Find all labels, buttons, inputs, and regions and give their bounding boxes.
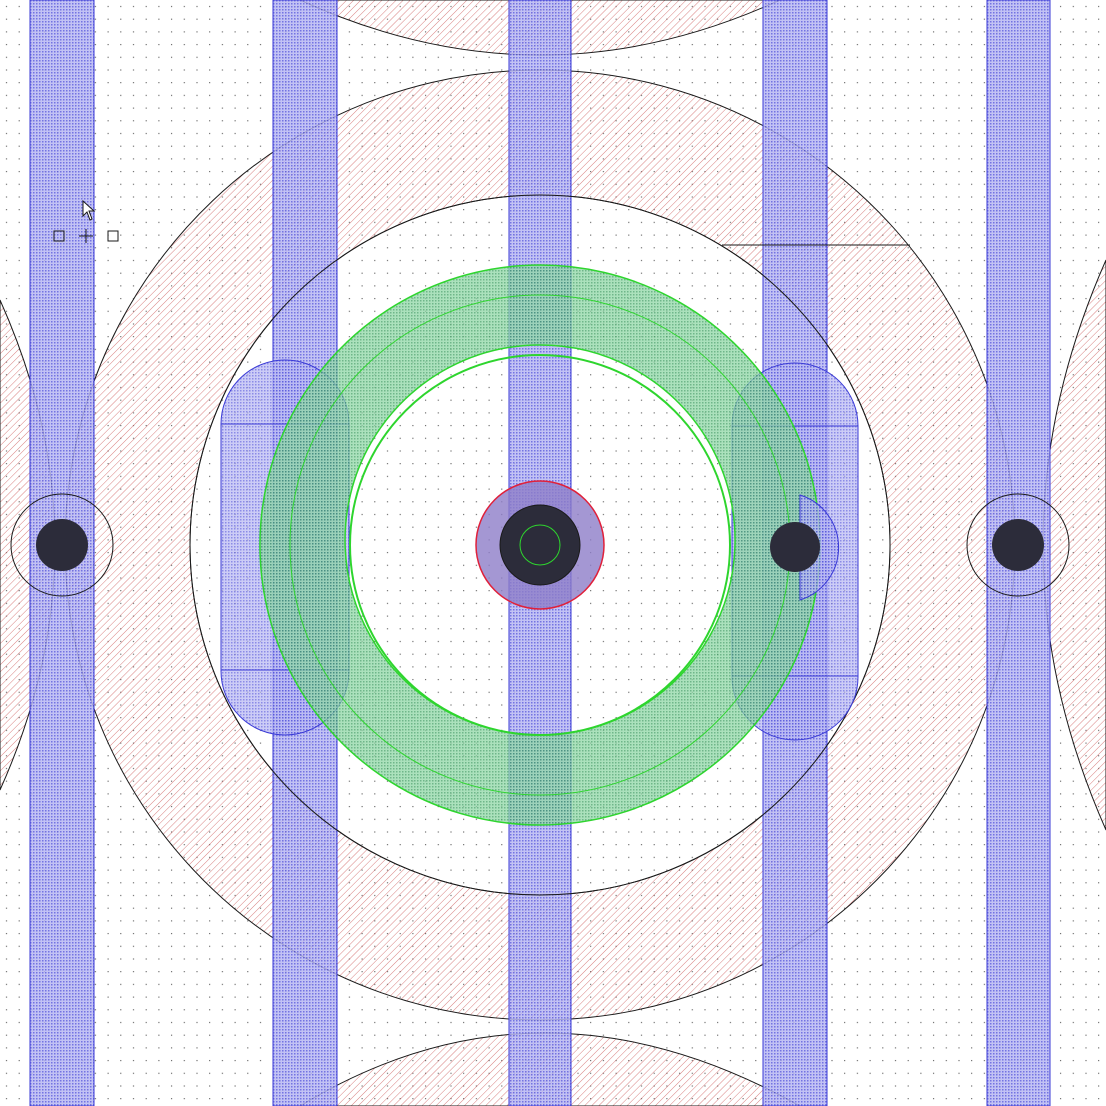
right-edge-via-dark[interactable] — [992, 519, 1044, 571]
right-via-dark[interactable] — [770, 522, 820, 572]
center-via-green-core — [519, 524, 561, 566]
right-edge-via-outline — [966, 493, 1070, 597]
green-ring-inner-edge — [349, 354, 731, 736]
left-via-dark[interactable] — [36, 519, 88, 571]
center-via-dark — [499, 504, 581, 586]
snap-markers-icon — [53, 229, 119, 243]
arrow-pointer-icon — [82, 200, 96, 221]
inner-outline-circle — [189, 194, 891, 896]
left-via-outline — [10, 493, 114, 597]
